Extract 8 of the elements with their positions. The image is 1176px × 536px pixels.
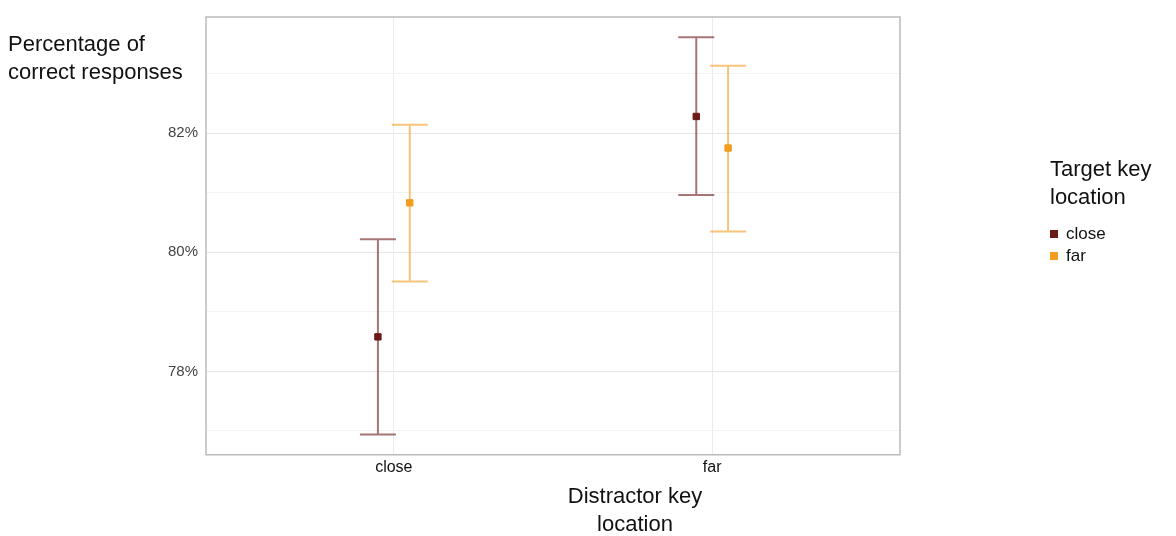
y-axis-title: Percentage of correct responses: [8, 30, 184, 86]
y-tick-label: 80%: [167, 242, 199, 260]
x-axis-title: Distractor key location: [566, 482, 704, 536]
legend-label: close: [1065, 223, 1107, 245]
legend-title: Target key location: [1050, 155, 1153, 211]
legend-label: far: [1065, 245, 1087, 267]
y-tick-label: 78%: [167, 361, 199, 379]
y-tick-label: 82%: [167, 123, 199, 141]
